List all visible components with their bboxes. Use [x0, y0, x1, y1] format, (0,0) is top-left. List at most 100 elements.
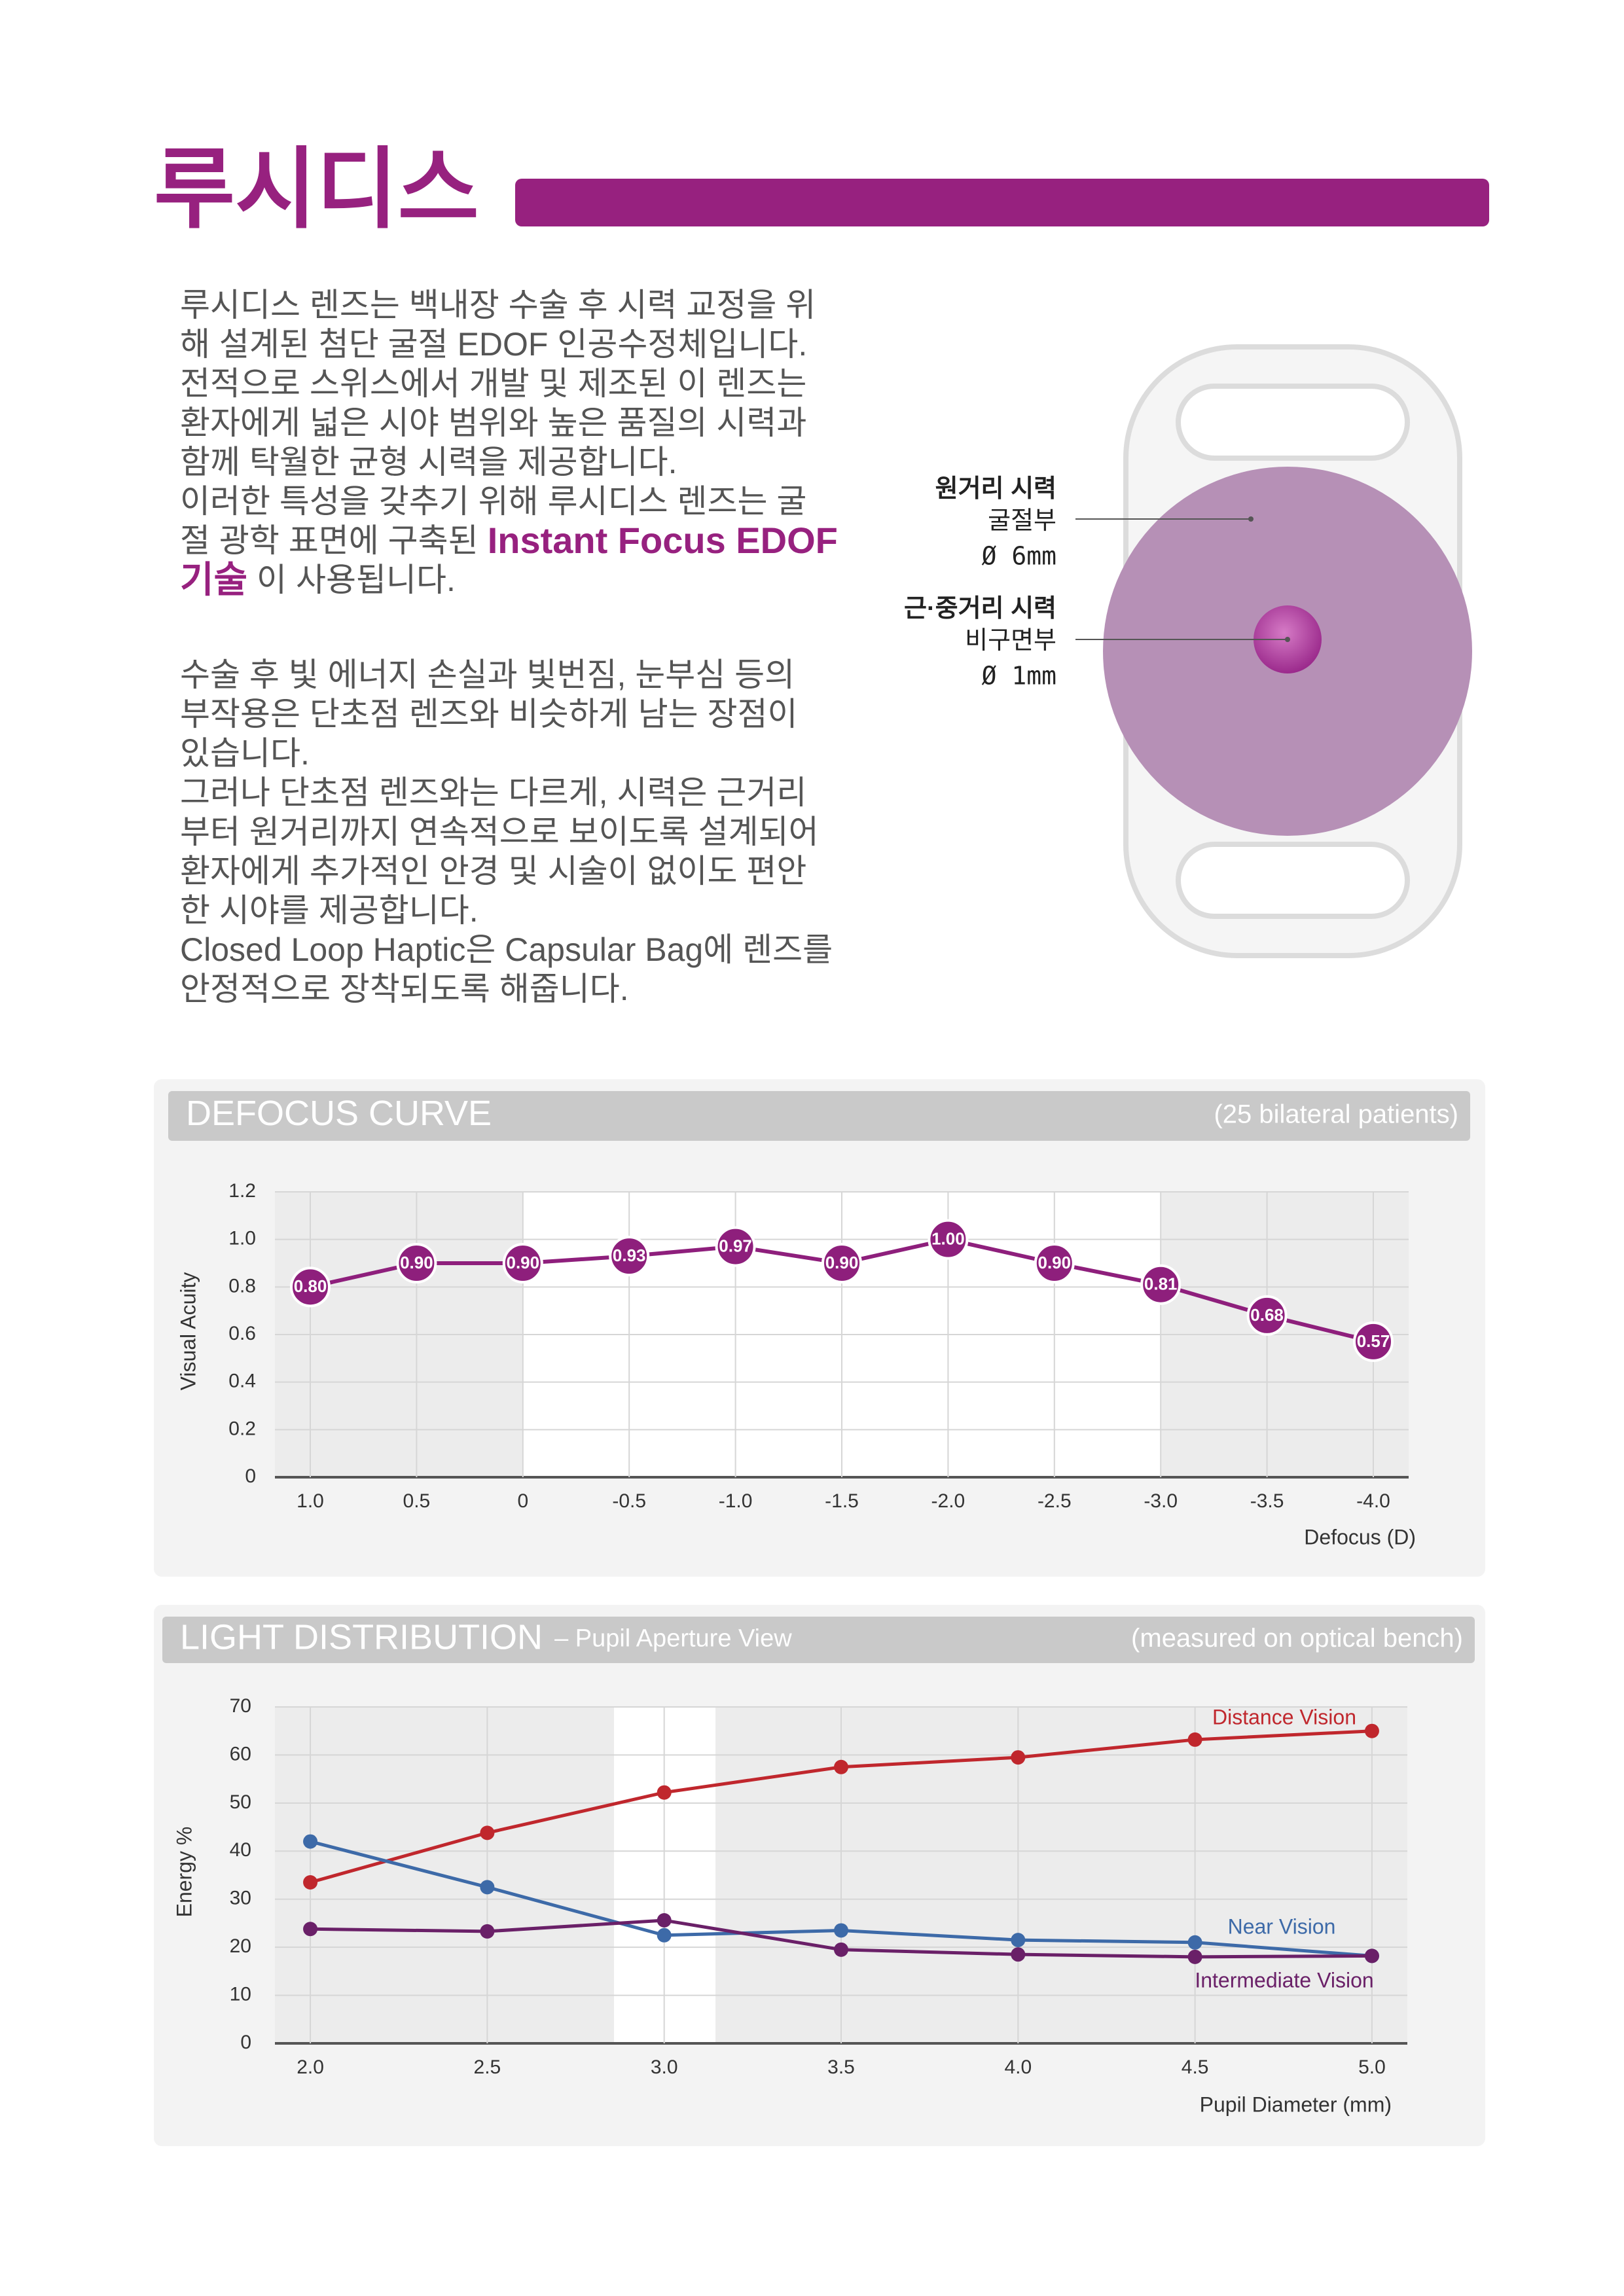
- series-label: Near Vision: [1228, 1914, 1336, 1938]
- data-label: 0.57: [1357, 1331, 1390, 1351]
- body-line: 루시디스 렌즈는 백내장 수술 후 시력 교정을 위: [180, 287, 816, 323]
- y-tick-label: 0: [240, 2032, 251, 2053]
- data-point: [1011, 1933, 1026, 1948]
- x-tick-label: 0.5: [403, 1490, 431, 1512]
- chart-title: LIGHT DISTRIBUTION – Pupil Aperture View: [180, 1618, 792, 1657]
- series-label: Intermediate Vision: [1195, 1968, 1373, 1992]
- lens-label-title: 근·중거리 시력: [904, 595, 1056, 622]
- body-line: 환자에게 추가적인 안경 및 시술이 없이도 편안: [180, 853, 806, 889]
- data-point: [1353, 1321, 1394, 1362]
- data-label: 0.68: [1250, 1305, 1284, 1325]
- body-line: 함께 탁월한 균형 시력을 제공합니다.: [180, 444, 677, 480]
- body-line: 한 시야를 제공합니다.: [180, 892, 478, 929]
- y-tick-label: 0.2: [228, 1418, 256, 1439]
- y-tick-label: 0.8: [228, 1275, 256, 1297]
- data-point: [396, 1243, 437, 1283]
- data-point: [1364, 1948, 1379, 1964]
- data-point: [657, 1928, 672, 1943]
- data-point: [480, 1880, 495, 1895]
- data-point: [1011, 1947, 1026, 1962]
- chart-note: (measured on optical bench): [1131, 1624, 1463, 1653]
- lens-label-title: 원거리 시력: [935, 475, 1056, 503]
- x-axis-title: Defocus (D): [1304, 1525, 1416, 1549]
- body-line: 수술 후 빛 에너지 손실과 빛번짐, 눈부심 등의: [180, 656, 795, 693]
- data-point: [1187, 1949, 1202, 1964]
- series-label: Distance Vision: [1212, 1705, 1356, 1729]
- body-line: 부터 원거리까지 연속적으로 보이도록 설계되어: [180, 814, 819, 850]
- chart-header: [168, 1091, 1470, 1141]
- chart: LIGHT DISTRIBUTION – Pupil Aperture View (…: [154, 1605, 1485, 2146]
- data-point: [834, 1942, 848, 1957]
- y-tick-label: 60: [230, 1743, 251, 1765]
- chart: DEFOCUS CURVE (25 bilateral patients) 0 0.2…: [154, 1079, 1485, 1577]
- lens-label-part: 굴절부: [988, 507, 1056, 535]
- y-tick-label: 50: [230, 1791, 251, 1813]
- data-label: 0.90: [1038, 1253, 1071, 1272]
- y-tick-label: 1.2: [228, 1180, 256, 1202]
- body-text: 이 사용됩니다.: [257, 562, 456, 598]
- chart-header: [162, 1617, 1475, 1663]
- data-point: [1034, 1243, 1075, 1283]
- x-tick-label: 5.0: [1358, 2056, 1386, 2078]
- lens-illustration: [1075, 344, 1472, 958]
- x-tick-label: -3.5: [1250, 1490, 1284, 1512]
- y-tick-label: 0.6: [228, 1323, 256, 1344]
- data-point: [1364, 1723, 1379, 1738]
- x-tick-label: -0.5: [612, 1490, 646, 1512]
- x-tick-label: 4.0: [1004, 2056, 1032, 2078]
- body-line: 전적으로 스위스에서 개발 및 제조된 이 렌즈는: [180, 365, 806, 402]
- data-point: [1187, 1732, 1202, 1747]
- data-label: 0.80: [294, 1276, 327, 1296]
- y-tick-label: 0.4: [228, 1371, 256, 1392]
- body-line: Closed Loop Haptic은 Capsular Bag에 렌즈를: [180, 931, 833, 968]
- data-point: [1140, 1264, 1182, 1305]
- chart-title-text: LIGHT DISTRIBUTION: [180, 1618, 543, 1657]
- body-line: 해 설계된 첨단 굴절 EDOF 인공수정체입니다.: [180, 326, 807, 363]
- body-line: 기술 이 사용됩니다.: [180, 559, 456, 600]
- data-label: 0.90: [400, 1253, 433, 1272]
- data-point: [1011, 1750, 1026, 1765]
- x-tick-label: -4.0: [1356, 1490, 1390, 1512]
- data-point: [303, 1922, 318, 1937]
- title-bar: [515, 179, 1489, 226]
- x-tick-label: -1.0: [719, 1490, 753, 1512]
- data-point: [821, 1243, 862, 1283]
- y-tick-label: 0: [245, 1465, 256, 1487]
- data-point: [657, 1785, 672, 1800]
- y-axis-title: Visual Acuity: [176, 1272, 200, 1391]
- body-line: 이러한 특성을 갖추기 위해 루시디스 렌즈는 굴: [180, 483, 806, 520]
- highlight-text: Instant Focus EDOF: [488, 520, 838, 561]
- y-tick-label: 30: [230, 1888, 251, 1909]
- data-point: [928, 1219, 969, 1260]
- y-tick-label: 10: [230, 1983, 251, 2005]
- y-tick-label: 40: [230, 1839, 251, 1861]
- y-tick-label: 1.0: [228, 1228, 256, 1249]
- lens-label-size: Ø 6mm: [982, 542, 1056, 571]
- x-tick-label: -3.0: [1144, 1490, 1178, 1512]
- lens-label-size: Ø 1mm: [982, 662, 1056, 691]
- data-label: 0.93: [613, 1246, 646, 1265]
- chart-subtitle: – Pupil Aperture View: [554, 1625, 792, 1653]
- x-tick-label: 1.0: [297, 1490, 324, 1512]
- data-point: [715, 1226, 756, 1267]
- data-point: [303, 1875, 318, 1890]
- page-title: 루시디스: [154, 140, 479, 239]
- chart-title: DEFOCUS CURVE: [186, 1094, 492, 1133]
- chart-title-text: DEFOCUS CURVE: [186, 1094, 492, 1133]
- data-point: [834, 1759, 848, 1774]
- chart-note: (25 bilateral patients): [1214, 1100, 1458, 1129]
- data-point: [290, 1266, 331, 1308]
- data-point: [1187, 1935, 1202, 1950]
- data-point: [609, 1236, 650, 1277]
- x-tick-label: -2.0: [931, 1490, 965, 1512]
- y-tick-label: 20: [230, 1935, 251, 1957]
- data-point: [834, 1923, 848, 1938]
- y-tick-label: 70: [230, 1695, 251, 1717]
- body-line: 부작용은 단초점 렌즈와 비슷하게 남는 장점이: [180, 696, 797, 732]
- data-point: [480, 1924, 495, 1939]
- body-line: 있습니다.: [180, 735, 310, 772]
- x-tick-label: 0: [517, 1490, 528, 1512]
- x-tick-label: 4.5: [1182, 2056, 1209, 2078]
- body-line: 환자에게 넓은 시야 범위와 높은 품질의 시력과: [180, 404, 806, 441]
- data-point: [1246, 1295, 1288, 1336]
